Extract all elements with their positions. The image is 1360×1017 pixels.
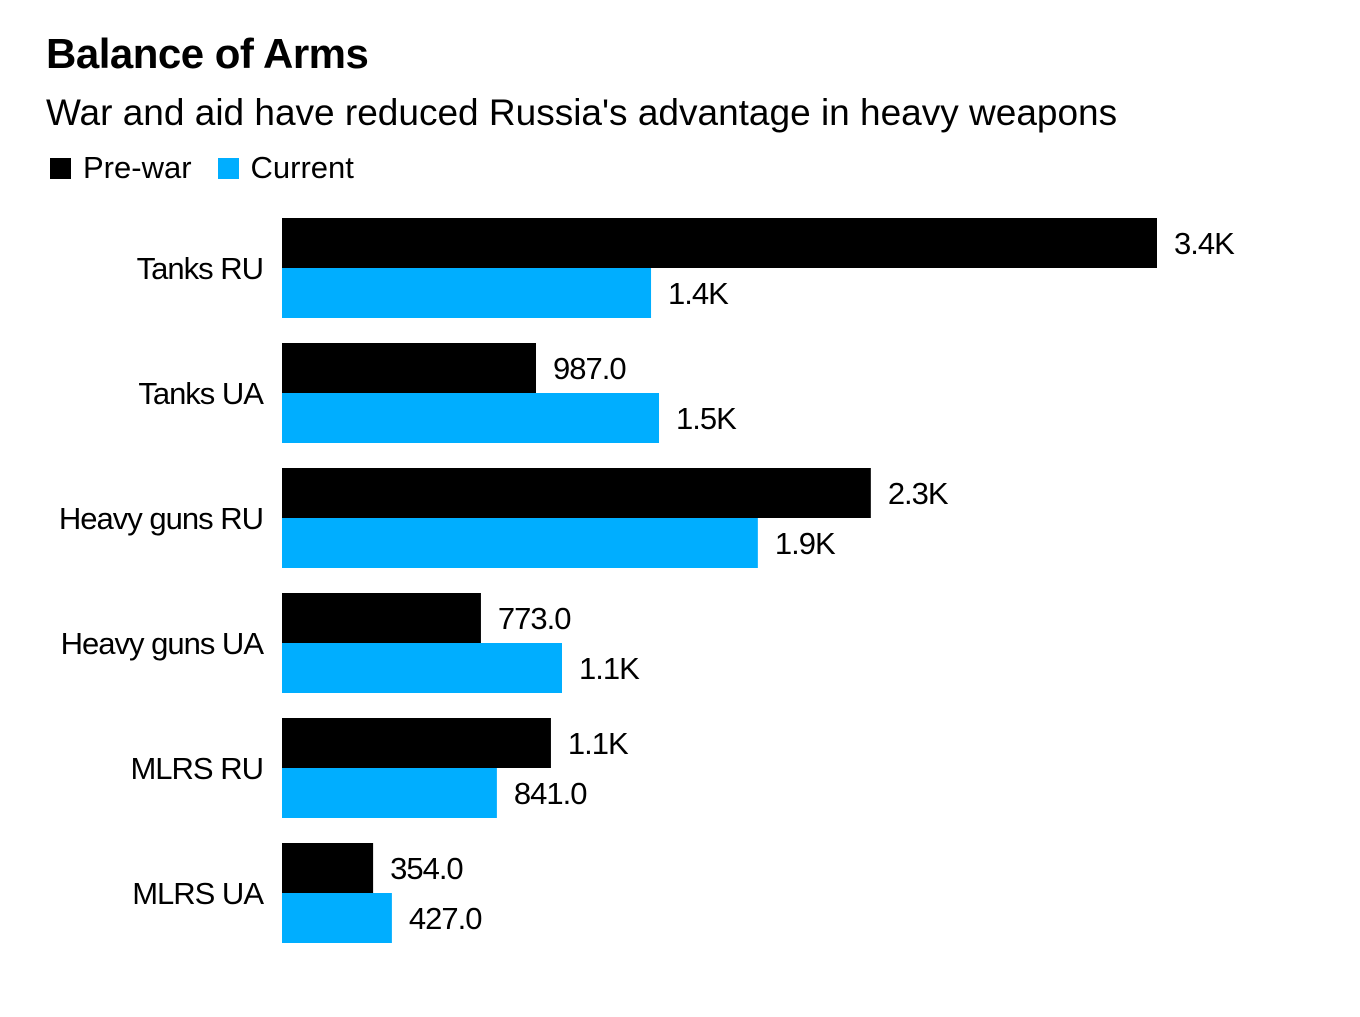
category-label: MLRS RU <box>130 751 263 786</box>
category-label: Tanks RU <box>137 251 263 286</box>
category-label: Tanks UA <box>138 376 264 411</box>
legend-swatch-current <box>217 157 239 179</box>
data-label: 987.0 <box>553 351 626 386</box>
chart-title: Balance of Arms <box>46 30 369 77</box>
bar-pre-war <box>282 718 551 768</box>
bar-pre-war <box>282 218 1157 268</box>
bar-pre-war <box>282 468 871 518</box>
chart-subtitle: War and aid have reduced Russia's advant… <box>46 92 1118 133</box>
legend-item-current: Current <box>217 150 354 186</box>
bar-current <box>282 768 497 818</box>
legend-label-current: Current <box>250 150 354 185</box>
data-label: 773.0 <box>498 601 571 636</box>
data-label: 1.1K <box>579 651 640 686</box>
data-label: 1.9K <box>775 526 836 561</box>
legend: Pre-war Current <box>50 150 380 186</box>
data-label: 427.0 <box>409 901 482 936</box>
data-label: 841.0 <box>514 776 587 811</box>
data-label: 1.1K <box>568 726 629 761</box>
bar-pre-war <box>282 593 481 643</box>
category-label: Heavy guns RU <box>59 501 263 536</box>
bar-current <box>282 268 652 318</box>
bar-pre-war <box>282 843 374 893</box>
category-label: MLRS UA <box>132 876 264 911</box>
legend-label-pre-war: Pre-war <box>83 150 192 185</box>
bar-pre-war <box>282 343 537 393</box>
bar-current <box>282 518 758 568</box>
legend-item-pre-war: Pre-war <box>50 150 192 186</box>
legend-swatch-pre-war <box>50 157 71 179</box>
data-label: 1.4K <box>668 276 729 311</box>
data-label: 1.5K <box>676 401 737 436</box>
bar-current <box>282 643 562 693</box>
data-label: 354.0 <box>390 851 463 886</box>
category-label: Heavy guns UA <box>61 626 265 661</box>
bar-current <box>282 893 392 943</box>
data-label: 3.4K <box>1174 226 1235 261</box>
bar-current <box>282 393 660 443</box>
data-label: 2.3K <box>888 476 949 511</box>
